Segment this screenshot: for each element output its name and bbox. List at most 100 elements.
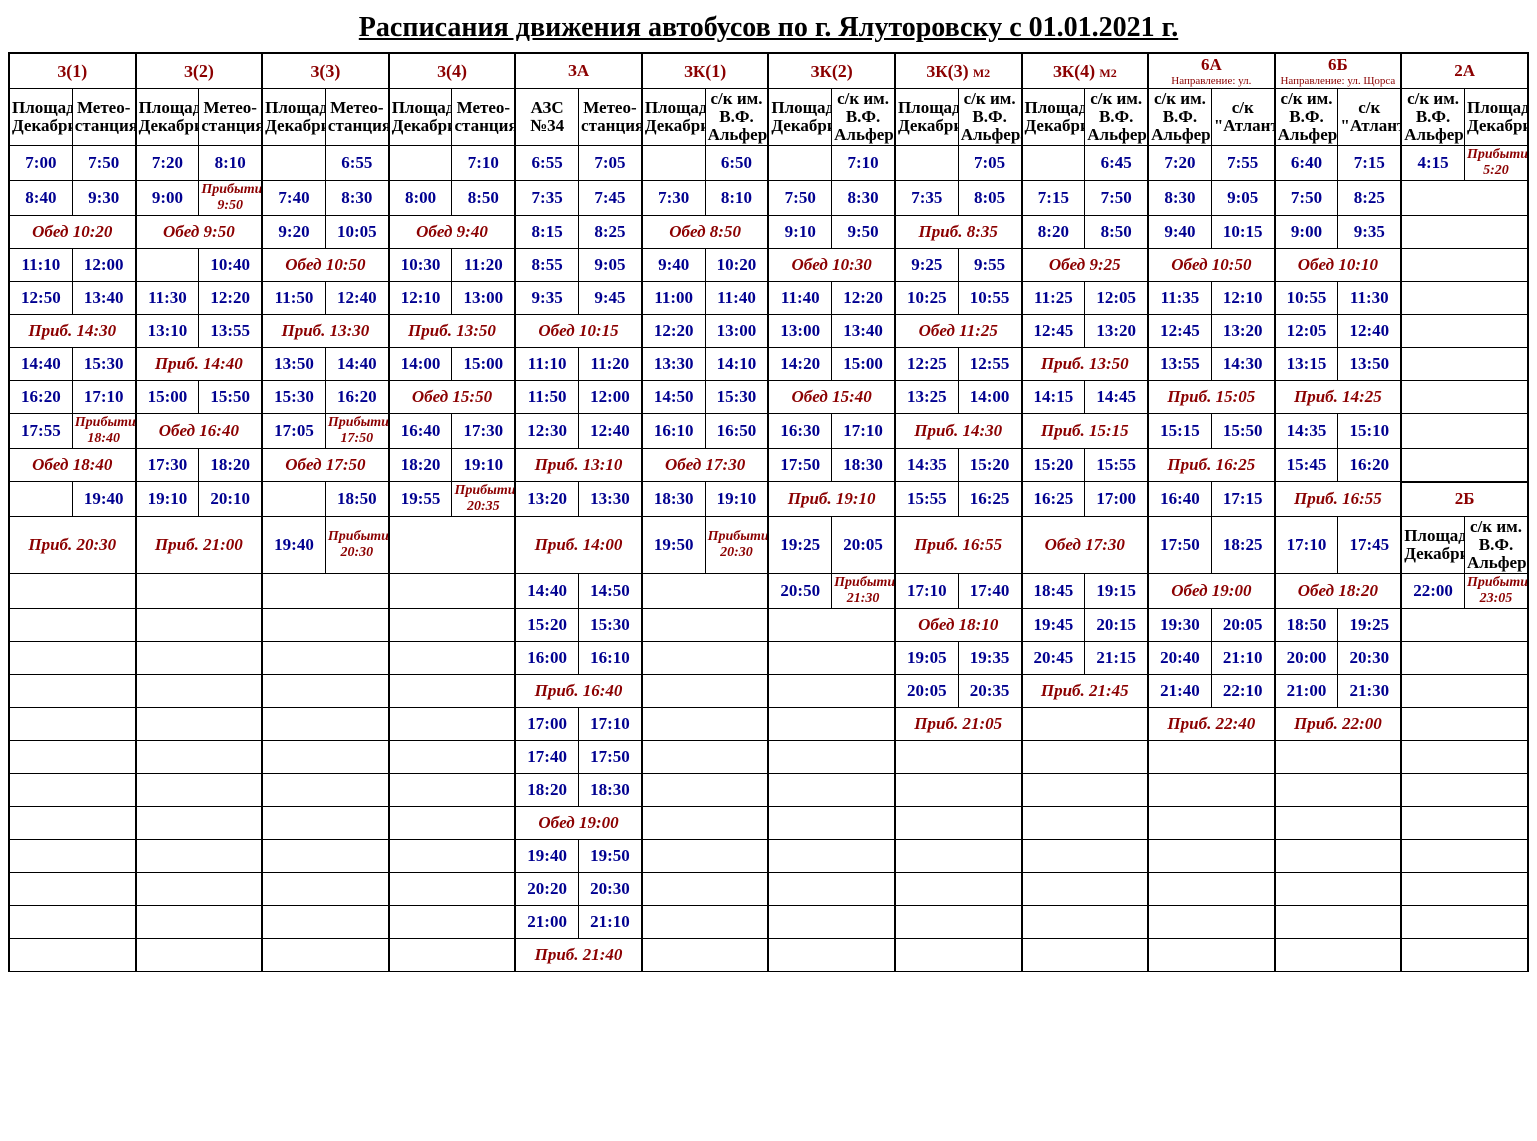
- note-cell: Прибытие21:30: [832, 573, 895, 608]
- route-header: 2Б: [1401, 482, 1528, 517]
- time-cell: 17:40: [958, 573, 1021, 608]
- time-cell: 8:00: [389, 180, 452, 215]
- time-cell: 11:35: [1148, 281, 1211, 314]
- time-cell: 7:50: [1275, 180, 1338, 215]
- time-cell: 16:40: [389, 413, 452, 448]
- time-cell: 11:00: [642, 281, 705, 314]
- time-cell: [768, 145, 831, 180]
- time-cell: 11:40: [705, 281, 768, 314]
- time-cell: 7:20: [136, 145, 199, 180]
- note-cell: Обед 10:10: [1275, 248, 1402, 281]
- note-cell: Прибытие18:40: [72, 413, 135, 448]
- note-cell: Приб. 22:00: [1275, 707, 1402, 740]
- column-header: Метео-станция: [72, 89, 135, 146]
- time-cell: 10:40: [199, 248, 262, 281]
- time-cell: 19:50: [642, 517, 705, 574]
- time-cell: 9:40: [1148, 215, 1211, 248]
- route-header: ЗК(4) М2: [1022, 53, 1149, 89]
- time-cell: 14:20: [768, 347, 831, 380]
- time-cell: 15:00: [452, 347, 515, 380]
- time-cell: [262, 145, 325, 180]
- route-header: 6АНаправление: ул.: [1148, 53, 1275, 89]
- note-cell: Обед 10:50: [262, 248, 389, 281]
- time-cell: 15:30: [579, 608, 642, 641]
- time-cell: 6:55: [325, 145, 388, 180]
- time-cell: 17:10: [72, 380, 135, 413]
- time-cell: 21:30: [1338, 674, 1401, 707]
- time-cell: 12:10: [389, 281, 452, 314]
- time-cell: 15:20: [958, 448, 1021, 482]
- time-cell: 7:35: [895, 180, 958, 215]
- time-cell: 7:05: [579, 145, 642, 180]
- column-header: с/к им. В.Ф. Альфера: [1148, 89, 1211, 146]
- note-cell: Приб. 21:40: [515, 938, 642, 971]
- time-cell: 20:45: [1022, 641, 1085, 674]
- note-cell: Приб. 14:30: [9, 314, 136, 347]
- note-cell: Приб. 13:50: [389, 314, 516, 347]
- time-cell: 21:00: [515, 905, 578, 938]
- note-cell: Прибытие17:50: [325, 413, 388, 448]
- time-cell: 13:30: [579, 482, 642, 517]
- note-cell: Обед 10:15: [515, 314, 642, 347]
- time-cell: 13:40: [72, 281, 135, 314]
- note-cell: Обед 10:50: [1148, 248, 1275, 281]
- time-cell: 12:25: [895, 347, 958, 380]
- time-cell: 18:20: [389, 448, 452, 482]
- time-cell: 18:30: [579, 773, 642, 806]
- time-cell: 10:55: [1275, 281, 1338, 314]
- time-cell: 12:40: [1338, 314, 1401, 347]
- column-header: с/к "Атлант": [1211, 89, 1274, 146]
- time-cell: 19:50: [579, 839, 642, 872]
- time-cell: 22:00: [1401, 573, 1464, 608]
- time-cell: 11:20: [579, 347, 642, 380]
- time-cell: 15:20: [1022, 448, 1085, 482]
- time-cell: 8:20: [1022, 215, 1085, 248]
- column-header: АЗС №34: [515, 89, 578, 146]
- time-cell: 7:15: [1338, 145, 1401, 180]
- note-cell: Приб. 21:00: [136, 517, 263, 574]
- time-cell: 20:35: [958, 674, 1021, 707]
- time-cell: [895, 145, 958, 180]
- time-cell: 9:40: [642, 248, 705, 281]
- time-cell: 21:00: [1275, 674, 1338, 707]
- column-header: с/к им. В.Ф. Альфера: [1275, 89, 1338, 146]
- time-cell: 9:00: [1275, 215, 1338, 248]
- time-cell: 14:10: [705, 347, 768, 380]
- note-cell: Обед 10:20: [9, 215, 136, 248]
- note-cell: Обед 18:10: [895, 608, 1022, 641]
- column-header: с/к им. В.Ф. Альфера: [1464, 517, 1528, 574]
- column-header: Площадь Декабристов: [389, 89, 452, 146]
- note-cell: Обед 10:30: [768, 248, 895, 281]
- time-cell: 13:50: [262, 347, 325, 380]
- column-header: с/к им. В.Ф. Альфера: [832, 89, 895, 146]
- note-cell: Приб. 13:10: [515, 448, 642, 482]
- time-cell: 19:25: [1338, 608, 1401, 641]
- column-header: Площадь Декабристов: [1464, 89, 1528, 146]
- time-cell: 12:55: [958, 347, 1021, 380]
- note-cell: Обед 17:30: [642, 448, 769, 482]
- note-cell: Приб. 13:30: [262, 314, 389, 347]
- time-cell: 21:10: [579, 905, 642, 938]
- route-header: 6БНаправление: ул. Щорса: [1275, 53, 1402, 89]
- time-cell: 12:50: [9, 281, 72, 314]
- note-cell: Приб. 14:40: [136, 347, 263, 380]
- time-cell: 7:40: [262, 180, 325, 215]
- note-cell: Обед 17:50: [262, 448, 389, 482]
- note-cell: Обед 19:00: [1148, 573, 1275, 608]
- time-cell: 12:20: [199, 281, 262, 314]
- time-cell: 20:05: [895, 674, 958, 707]
- time-cell: 17:10: [579, 707, 642, 740]
- route-header: ЗА: [515, 53, 642, 89]
- route-header: З(1): [9, 53, 136, 89]
- time-cell: 17:10: [895, 573, 958, 608]
- note-cell: Приб. 22:40: [1148, 707, 1275, 740]
- time-cell: 18:30: [642, 482, 705, 517]
- time-cell: 20:40: [1148, 641, 1211, 674]
- time-cell: 12:30: [515, 413, 578, 448]
- route-header: ЗК(3) М2: [895, 53, 1022, 89]
- time-cell: 10:15: [1211, 215, 1274, 248]
- time-cell: 17:00: [1085, 482, 1148, 517]
- time-cell: 18:50: [1275, 608, 1338, 641]
- time-cell: 7:35: [515, 180, 578, 215]
- time-cell: 18:30: [832, 448, 895, 482]
